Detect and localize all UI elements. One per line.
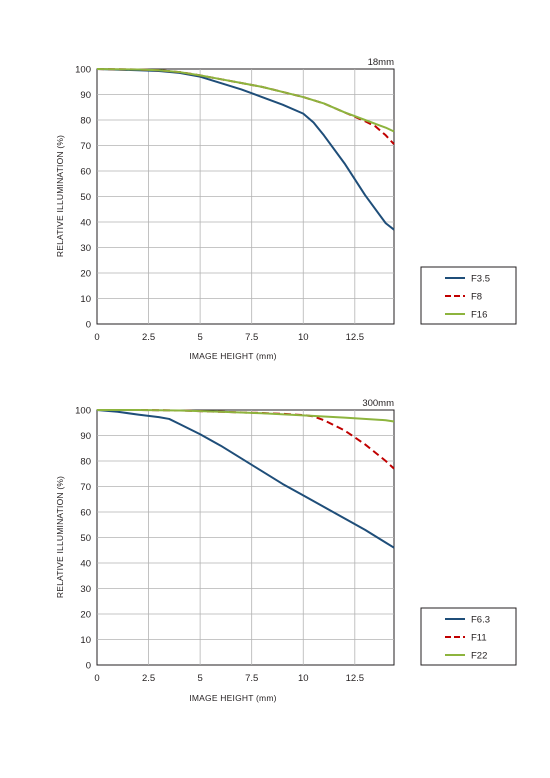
y-axis-label: RELATIVE ILLUMINATION (%) xyxy=(55,476,65,598)
y-tick-label: 0 xyxy=(86,661,91,672)
y-tick-label: 80 xyxy=(80,116,91,127)
x-tick-labels: 0 2.5 5 7.5 10 12.5 xyxy=(94,673,364,684)
y-tick-label: 70 xyxy=(80,141,91,152)
y-tick-labels: 0 10 20 30 40 50 60 70 80 90 100 xyxy=(75,65,91,331)
x-tick-label: 7.5 xyxy=(245,332,258,343)
series-line-f8 xyxy=(96,68,395,145)
y-tick-label: 10 xyxy=(80,635,91,646)
legend-label: F11 xyxy=(471,633,487,644)
grid-lines xyxy=(97,69,394,324)
grid-lines xyxy=(97,410,394,665)
y-tick-label: 90 xyxy=(80,90,91,101)
series-layer xyxy=(96,409,395,549)
y-tick-label: 60 xyxy=(80,508,91,519)
chart-title: 300mm xyxy=(362,398,394,409)
y-tick-label: 30 xyxy=(80,584,91,595)
series-layer xyxy=(96,68,395,231)
x-tick-label: 2.5 xyxy=(142,332,155,343)
x-tick-label: 5 xyxy=(197,332,202,343)
chart-300mm: 0 2.5 5 7.5 10 12.5 0 10 20 30 40 50 60 70 80 90 100 30… xyxy=(55,398,517,703)
x-tick-label: 0 xyxy=(94,673,99,684)
y-tick-label: 70 xyxy=(80,482,91,493)
legend-label: F16 xyxy=(471,310,487,321)
x-tick-label: 7.5 xyxy=(245,673,258,684)
y-tick-label: 90 xyxy=(80,431,91,442)
legend-box xyxy=(420,607,517,666)
chart-title: 18mm xyxy=(368,57,394,68)
x-tick-label: 12.5 xyxy=(346,332,365,343)
x-tick-label: 12.5 xyxy=(346,673,365,684)
y-tick-label: 60 xyxy=(80,167,91,178)
legend-label: F3.5 xyxy=(471,274,490,285)
y-tick-labels: 0 10 20 30 40 50 60 70 80 90 100 xyxy=(75,406,91,672)
x-tick-label: 10 xyxy=(298,332,309,343)
y-axis-label: RELATIVE ILLUMINATION (%) xyxy=(55,135,65,257)
y-tick-label: 50 xyxy=(80,533,91,544)
legend-box xyxy=(420,266,517,325)
legend-label: F6.3 xyxy=(471,615,490,626)
y-tick-label: 0 xyxy=(86,320,91,331)
y-tick-label: 80 xyxy=(80,457,91,468)
y-tick-label: 20 xyxy=(80,269,91,280)
x-tick-labels: 0 2.5 5 7.5 10 12.5 xyxy=(94,332,364,343)
y-tick-label: 20 xyxy=(80,610,91,621)
x-tick-label: 5 xyxy=(197,673,202,684)
series-line-f6-3 xyxy=(96,409,395,549)
y-tick-label: 40 xyxy=(80,218,91,229)
y-tick-label: 50 xyxy=(80,192,91,203)
x-axis-label: IMAGE HEIGHT (mm) xyxy=(189,693,276,703)
y-tick-label: 100 xyxy=(75,65,91,76)
y-tick-label: 30 xyxy=(80,243,91,254)
series-line-f3-5 xyxy=(96,68,395,231)
legend: F6.3 F11 F22 xyxy=(420,607,517,666)
x-tick-label: 2.5 xyxy=(142,673,155,684)
chart-18mm: 0 2.5 5 7.5 10 12.5 0 10 20 30 40 50 60 70 80 90 100 18… xyxy=(55,57,517,361)
legend-label: F8 xyxy=(471,292,482,303)
x-axis-label: IMAGE HEIGHT (mm) xyxy=(189,351,276,361)
x-tick-label: 10 xyxy=(298,673,309,684)
series-line-f16 xyxy=(96,68,395,133)
series-line-f22 xyxy=(97,409,395,423)
y-tick-label: 10 xyxy=(80,294,91,305)
y-tick-label: 100 xyxy=(75,406,91,417)
y-tick-label: 40 xyxy=(80,559,91,570)
legend-label: F22 xyxy=(471,651,487,662)
legend: F3.5 F8 F16 xyxy=(420,266,517,325)
x-tick-label: 0 xyxy=(94,332,99,343)
